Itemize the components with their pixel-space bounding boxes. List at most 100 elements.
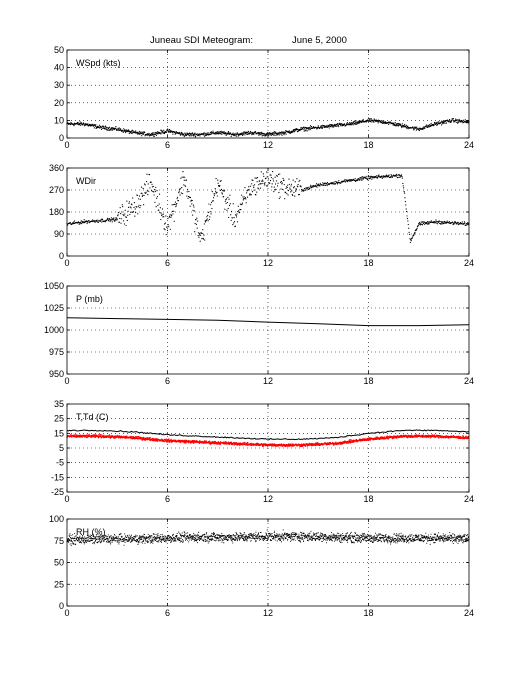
data-point [274,134,276,136]
data-point [138,536,140,538]
data-point [204,533,206,535]
data-point [145,192,147,194]
data-point [180,536,182,538]
data-point [237,135,240,137]
data-point [93,538,95,540]
data-point [121,204,123,206]
data-point [181,193,184,195]
x-tick-label: 0 [64,258,69,268]
data-point [121,211,123,213]
data-point [147,533,149,535]
data-point [72,538,74,540]
data-point [236,213,238,215]
data-point [192,204,195,206]
data-point [109,539,111,541]
data-point [222,131,224,133]
data-point [82,124,84,126]
data-point [281,182,283,184]
data-point [172,533,174,535]
data-point [267,178,270,180]
data-point [272,171,274,173]
dewpoint-point [103,434,105,437]
data-point [334,182,337,185]
data-point [251,134,253,136]
data-point [243,196,245,198]
data-point [172,535,174,537]
data-point [392,124,394,126]
data-point [124,541,126,543]
data-point [265,537,267,539]
data-point [326,184,328,187]
data-point [134,131,136,133]
data-point [133,202,136,204]
data-point [369,176,371,178]
data-point [211,207,213,210]
data-point [115,126,117,128]
data-point [171,204,173,206]
data-point [150,537,152,539]
data-point [230,537,232,539]
data-point [376,174,378,177]
data-point [98,124,101,126]
data-point [113,533,115,536]
data-point [137,542,139,544]
data-point [355,122,357,124]
data-point [130,538,132,540]
dewpoint-point [168,441,171,443]
data-point [222,190,224,192]
data-point [214,193,216,195]
data-point [155,533,157,536]
data-point [94,540,96,542]
data-point [126,200,128,202]
data-point [151,183,153,185]
data-point [395,173,398,175]
data-point [189,135,191,137]
data-point [308,129,310,131]
data-point [345,179,347,181]
data-point [396,124,398,126]
data-point [152,538,154,540]
data-point [179,188,182,190]
data-point [290,191,292,193]
data-point [160,218,162,221]
data-point [405,124,407,126]
data-point [279,173,281,175]
data-point [323,184,325,186]
y-tick-label: -5 [56,458,64,468]
data-point [256,177,259,179]
data-point [264,535,266,537]
data-point [323,125,325,127]
data-point [448,120,450,123]
data-point [453,223,455,225]
data-point [286,193,288,195]
data-point [116,541,118,543]
data-point [245,534,247,536]
data-point [278,191,280,194]
data-point [138,132,140,134]
data-point [242,534,244,536]
data-point [430,220,432,222]
data-point [134,215,136,217]
data-point [358,120,360,122]
data-point [240,209,242,211]
data-point [352,121,355,123]
data-point [191,535,193,537]
data-point [122,539,124,541]
data-point [322,182,324,184]
x-tick-label: 6 [165,376,170,386]
data-point [108,540,110,542]
data-point [216,195,218,197]
data-point [104,128,106,130]
data-point [412,127,414,129]
data-point [135,534,137,536]
data-point [93,541,95,543]
data-point [265,539,267,542]
data-point [290,185,292,187]
data-point [159,538,161,540]
data-point [197,538,199,540]
data-point [297,130,299,133]
data-point [431,124,433,127]
data-point [291,132,293,134]
data-point [156,535,158,537]
data-point [138,541,140,543]
